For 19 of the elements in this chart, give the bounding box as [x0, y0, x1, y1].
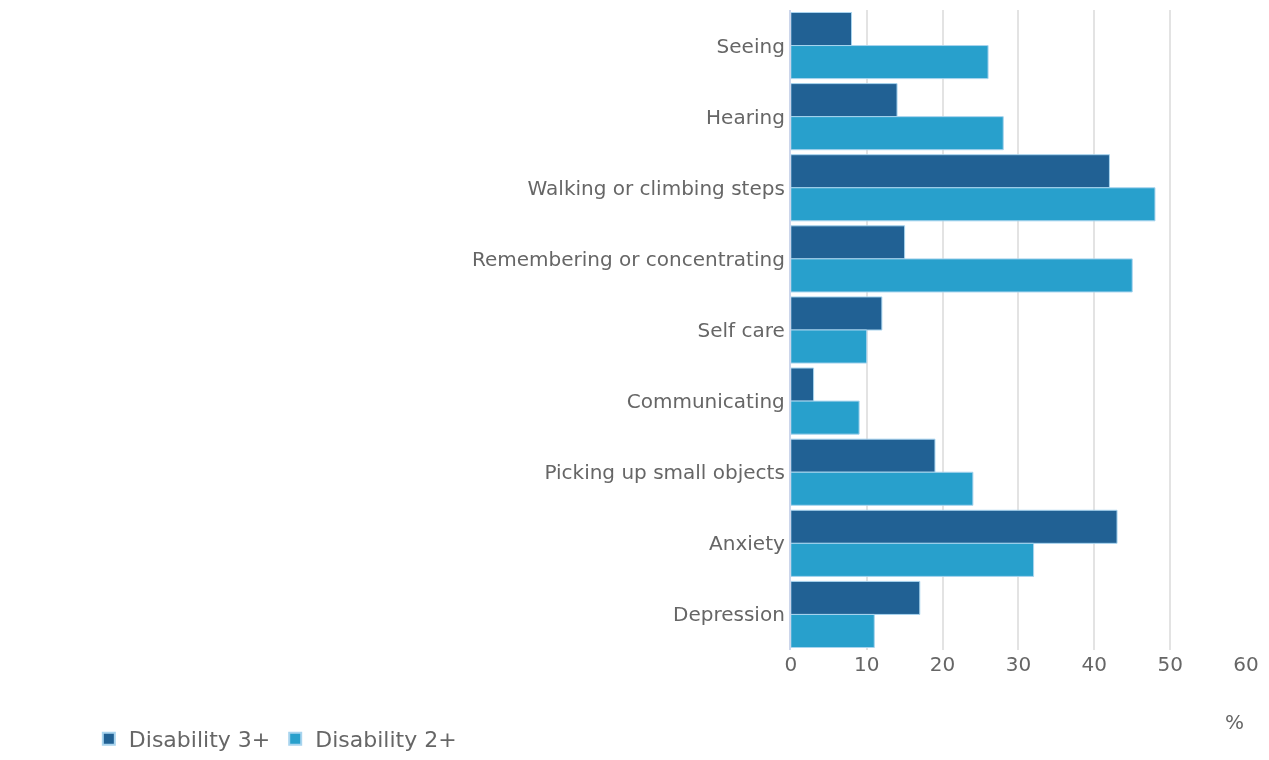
- x-tick-label: 50: [1157, 652, 1183, 676]
- legend-label: Disability 3+: [128, 727, 271, 753]
- y-tick-label: Walking or climbing steps: [527, 175, 785, 200]
- x-tick-label: 20: [929, 652, 956, 676]
- x-tick-label: 10: [853, 652, 880, 676]
- x-tick-label: 0: [784, 652, 798, 676]
- y-tick-label: Communicating: [626, 389, 785, 414]
- y-tick-label: Hearing: [706, 104, 785, 129]
- y-tick-label: Remembering or concentrating: [471, 246, 785, 271]
- y-tick-label: Depression: [673, 602, 785, 627]
- y-tick-label: Self care: [697, 318, 785, 342]
- y-tick-label: Seeing: [716, 33, 785, 58]
- x-tick-label: 60: [1233, 652, 1259, 676]
- y-tick-label: Anxiety: [709, 531, 785, 556]
- legend-label: Disability 2+: [315, 727, 457, 753]
- x-tick-label: 40: [1081, 652, 1108, 676]
- x-axis-title: %: [1225, 710, 1245, 734]
- x-tick-label: 30: [1005, 652, 1032, 676]
- y-tick-label: Picking up small objects: [544, 460, 785, 485]
